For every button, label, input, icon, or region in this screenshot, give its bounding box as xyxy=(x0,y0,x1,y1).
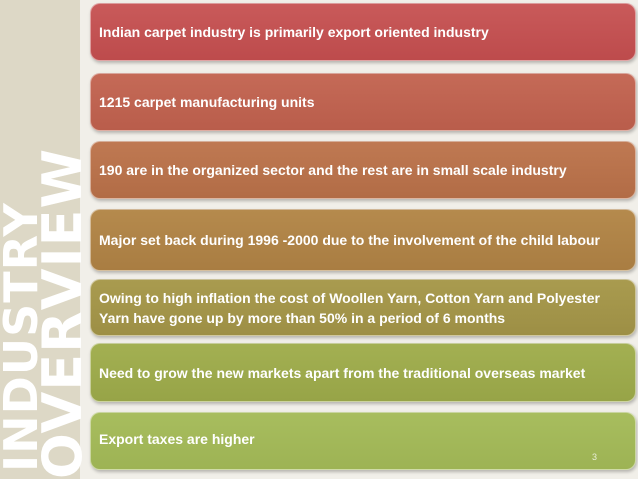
bullet-text: Major set back during 1996 -2000 due to … xyxy=(99,232,600,248)
bullet-bar: Export taxes are higher xyxy=(90,412,636,470)
bullet-text: 1215 carpet manufacturing units xyxy=(99,94,315,110)
bullet-bar: Major set back during 1996 -2000 due to … xyxy=(90,209,636,271)
slide-number: 3 xyxy=(592,452,598,462)
title-band xyxy=(0,0,80,479)
bullet-bar: Indian carpet industry is primarily expo… xyxy=(90,3,636,61)
bullet-bar: 1215 carpet manufacturing units xyxy=(90,73,636,131)
bullet-text: Indian carpet industry is primarily expo… xyxy=(99,24,489,40)
bullet-text: Export taxes are higher xyxy=(99,431,255,447)
vertical-title-line-2: OVERVIEW xyxy=(31,147,94,479)
bullet-text: Need to grow the new markets apart from … xyxy=(99,364,586,381)
bullet-bar: Owing to high inflation the cost of Wool… xyxy=(90,279,636,336)
bullet-bar: 190 are in the organized sector and the … xyxy=(90,141,636,199)
bullet-text: 190 are in the organized sector and the … xyxy=(99,162,567,178)
bullet-text: Owing to high inflation the cost of Wool… xyxy=(99,289,600,326)
bullet-bar: Need to grow the new markets apart from … xyxy=(90,343,636,402)
